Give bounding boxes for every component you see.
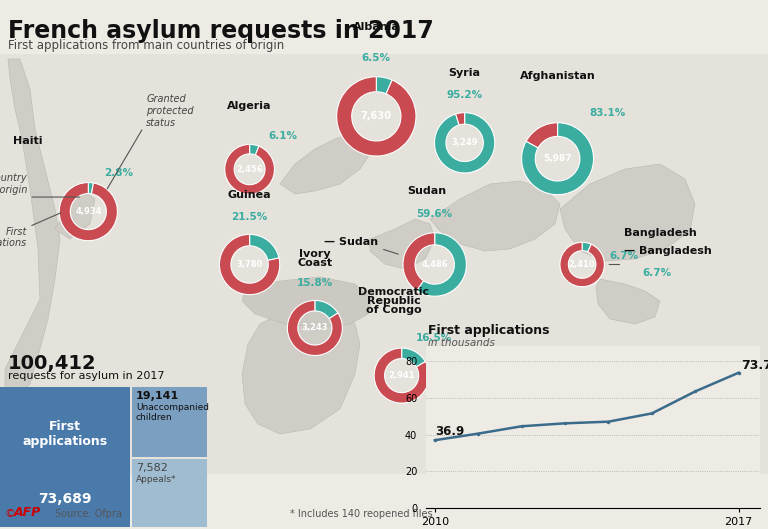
- Text: Granted
protected
status: Granted protected status: [147, 94, 194, 127]
- Text: Country
of origin: Country of origin: [0, 174, 27, 195]
- Wedge shape: [220, 234, 280, 295]
- Text: 4,934: 4,934: [75, 207, 101, 216]
- Text: Sudan: Sudan: [408, 186, 446, 196]
- Text: 2,941: 2,941: [389, 371, 415, 380]
- Text: First
applications: First applications: [22, 420, 108, 448]
- Text: Appeals*: Appeals*: [136, 475, 177, 484]
- FancyBboxPatch shape: [0, 387, 130, 527]
- Wedge shape: [315, 300, 338, 318]
- Text: Republic: Republic: [367, 296, 421, 306]
- Text: First applications: First applications: [428, 324, 549, 337]
- Text: First applications from main countries of origin: First applications from main countries o…: [8, 39, 284, 52]
- Text: 3,249: 3,249: [452, 138, 478, 148]
- Wedge shape: [250, 144, 259, 155]
- Text: children: children: [136, 413, 173, 422]
- Text: 83.1%: 83.1%: [589, 108, 626, 118]
- Text: 6.7%: 6.7%: [642, 269, 671, 278]
- FancyBboxPatch shape: [132, 387, 207, 457]
- Text: requests for asylum in 2017: requests for asylum in 2017: [8, 371, 164, 381]
- Polygon shape: [560, 164, 695, 261]
- FancyBboxPatch shape: [0, 54, 768, 474]
- Text: 73.7: 73.7: [741, 359, 768, 372]
- Text: Source: Ofpra: Source: Ofpra: [55, 509, 122, 519]
- Text: in thousands: in thousands: [428, 338, 495, 348]
- Text: — Bangladesh: — Bangladesh: [624, 247, 712, 257]
- Wedge shape: [521, 123, 594, 195]
- Text: Syria: Syria: [449, 68, 481, 78]
- Text: 3,780: 3,780: [237, 260, 263, 269]
- Wedge shape: [560, 242, 604, 287]
- Polygon shape: [55, 189, 95, 239]
- Text: 15.8%: 15.8%: [296, 278, 333, 288]
- Text: Democratic: Democratic: [359, 287, 429, 297]
- Text: Unaccompanied: Unaccompanied: [136, 403, 209, 412]
- Text: ©: ©: [5, 509, 16, 519]
- Wedge shape: [402, 348, 425, 367]
- Text: 4,486: 4,486: [422, 260, 448, 269]
- Wedge shape: [455, 113, 465, 125]
- Polygon shape: [5, 59, 60, 399]
- Text: 7,630: 7,630: [361, 112, 392, 121]
- Text: 5,987: 5,987: [543, 154, 572, 163]
- Text: 2.8%: 2.8%: [104, 168, 134, 178]
- Text: 36.9: 36.9: [435, 425, 464, 437]
- Wedge shape: [336, 77, 416, 156]
- Text: 73,689: 73,689: [38, 492, 91, 506]
- Wedge shape: [417, 233, 466, 296]
- Text: Haiti: Haiti: [13, 136, 42, 146]
- Text: 59.6%: 59.6%: [416, 209, 453, 220]
- Text: 21.5%: 21.5%: [231, 212, 268, 222]
- Text: 6.1%: 6.1%: [268, 131, 297, 141]
- Text: 19,141: 19,141: [136, 391, 179, 401]
- Polygon shape: [280, 134, 370, 194]
- Polygon shape: [242, 277, 372, 327]
- Text: First
applications: First applications: [0, 226, 27, 248]
- Text: 16.5%: 16.5%: [415, 333, 452, 343]
- Text: 95.2%: 95.2%: [446, 90, 483, 101]
- Wedge shape: [225, 144, 274, 194]
- Wedge shape: [374, 348, 429, 403]
- Polygon shape: [242, 304, 360, 434]
- Text: 2,456: 2,456: [237, 165, 263, 174]
- Text: Ivory: Ivory: [299, 249, 331, 259]
- Text: Albania: Albania: [353, 22, 400, 32]
- Wedge shape: [403, 233, 435, 290]
- FancyBboxPatch shape: [132, 459, 207, 527]
- Text: 6.5%: 6.5%: [362, 53, 391, 63]
- Text: * Includes 140 reopened files: * Includes 140 reopened files: [290, 509, 432, 519]
- Text: 100,412: 100,412: [8, 354, 97, 373]
- Text: of Congo: of Congo: [366, 305, 422, 315]
- Polygon shape: [430, 181, 560, 251]
- Polygon shape: [620, 377, 705, 427]
- Wedge shape: [526, 123, 558, 148]
- Text: Coast: Coast: [297, 258, 333, 268]
- Text: Bangladesh: Bangladesh: [624, 227, 697, 238]
- Wedge shape: [287, 300, 343, 355]
- Wedge shape: [59, 183, 118, 241]
- Polygon shape: [370, 219, 435, 269]
- Wedge shape: [88, 183, 94, 194]
- Wedge shape: [250, 234, 279, 260]
- Text: French asylum requests in 2017: French asylum requests in 2017: [8, 19, 434, 43]
- Text: 2,410: 2,410: [569, 260, 595, 269]
- Text: Afghanistan: Afghanistan: [520, 71, 595, 81]
- Text: Guinea: Guinea: [228, 189, 271, 199]
- Polygon shape: [596, 279, 660, 324]
- Wedge shape: [376, 77, 392, 94]
- Wedge shape: [435, 113, 495, 173]
- Text: 7,582: 7,582: [136, 463, 168, 473]
- Text: AFP: AFP: [14, 506, 41, 519]
- Text: Algeria: Algeria: [227, 101, 272, 111]
- Text: 3,243: 3,243: [302, 323, 328, 333]
- Wedge shape: [582, 242, 591, 252]
- Text: 6.7%: 6.7%: [610, 251, 639, 261]
- Text: — Sudan: — Sudan: [324, 236, 378, 247]
